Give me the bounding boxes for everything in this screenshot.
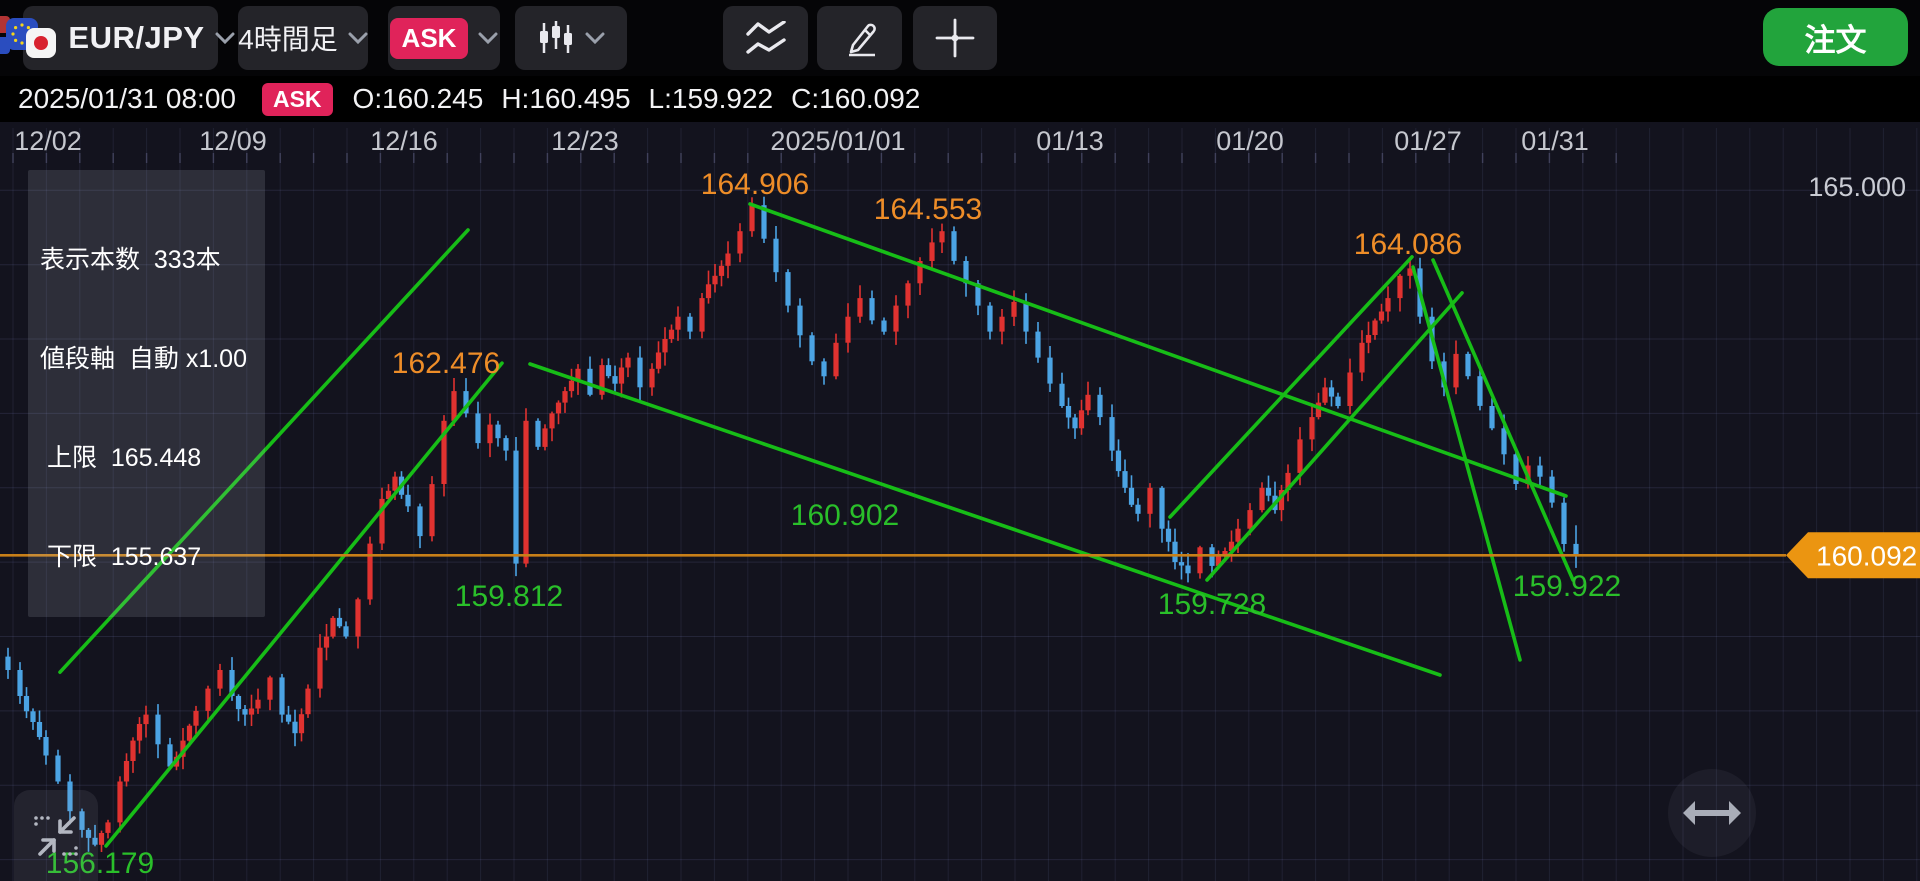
current-price-value: 160.092 [1816, 540, 1917, 571]
date-tick-label: 01/31 [1521, 126, 1589, 156]
trend-line [1168, 255, 1414, 519]
pivot-high-label: 164.086 [1354, 228, 1462, 261]
pencil-icon [848, 23, 876, 57]
pivot-labels: 164.906 164.553 164.086 162.476 160.902 159.8… [46, 168, 1621, 880]
draw-tool-button[interactable] [817, 6, 902, 70]
pivot-low-label: 159.922 [1513, 570, 1621, 603]
high-value: H:160.495 [501, 83, 631, 114]
collapse-arrows-icon [34, 815, 78, 856]
date-tick-label: 01/27 [1394, 126, 1462, 156]
grid [0, 128, 1920, 881]
date-tick-label: 12/16 [370, 126, 438, 156]
fit-chart-button[interactable] [14, 790, 98, 881]
low-value: L:159.922 [648, 83, 774, 114]
date-tick-label: 12/23 [551, 126, 619, 156]
trend-line [104, 361, 504, 848]
lower-bound-row: 下限 155.637 [40, 543, 202, 571]
candles [5, 196, 1579, 852]
price-axis-mode-row: 値段軸 自動 x1.00 [40, 345, 247, 373]
date-tick-label: 12/02 [14, 126, 82, 156]
trend-line [58, 228, 470, 675]
trend-line [1411, 265, 1522, 662]
top-toolbar: EUR/JPY 4時間足 ASK [0, 0, 1920, 76]
price-axis-label: 165.000 [1808, 172, 1906, 202]
visible-bars-row: 表示本数 333本 [40, 246, 221, 274]
pivot-low-label: 160.902 [791, 499, 899, 532]
timeframe-label: 4時間足 [238, 24, 338, 55]
chevron-down-icon [348, 32, 368, 44]
trend-line [1205, 291, 1464, 582]
timeframe-selector-button[interactable]: 4時間足 [238, 6, 368, 70]
open-value: O:160.245 [352, 83, 484, 114]
candle-datetime: 2025/01/31 08:00 [18, 83, 236, 114]
crosshair-plus-icon [935, 18, 975, 58]
symbol-selector-button[interactable]: EUR/JPY [6, 6, 235, 70]
ask-badge: ASK [389, 17, 469, 59]
zigzag-lines-icon [745, 21, 786, 54]
clipped-adjacent-symbol-icon [0, 16, 10, 56]
compare-lines-tool-button[interactable] [723, 6, 808, 70]
chevron-down-icon [585, 32, 605, 44]
date-tick-label: 2025/01/01 [770, 126, 905, 156]
pivot-low-label: 159.812 [455, 580, 563, 613]
pivot-low-label: 159.728 [1158, 588, 1266, 621]
chevron-down-icon [478, 32, 498, 44]
chevron-down-icon [215, 32, 235, 44]
japan-flag-icon [26, 28, 57, 58]
trend-line [1431, 258, 1575, 582]
candlestick-chart[interactable]: 12/02 12/09 12/16 12/23 2025/01/01 01/13 01/20… [0, 122, 1920, 881]
ohlc-readout-bar: 2025/01/31 08:00 ASK O:160.245 H:160.495… [0, 76, 1920, 122]
ask-badge: ASK [261, 82, 333, 116]
close-value: C:160.092 [791, 83, 921, 114]
chart-info-box: 表示本数 333本 値段軸 自動 x1.00 上限 165.448 下限 155… [28, 170, 265, 617]
date-tick-label: 12/09 [199, 126, 267, 156]
current-price-tag [1786, 532, 1920, 579]
horizontal-pan-button[interactable] [1668, 769, 1756, 857]
symbol-label: EUR/JPY [68, 20, 205, 55]
upper-bound-row: 上限 165.448 [40, 444, 202, 472]
crosshair-tool-button[interactable] [913, 6, 997, 70]
trend-line [528, 362, 1442, 677]
pivot-high-label: 164.906 [701, 168, 809, 201]
date-tick-label: 01/20 [1216, 126, 1284, 156]
price-side-selector-button[interactable]: ASK [388, 6, 500, 70]
order-button[interactable]: 注文 [1763, 8, 1908, 66]
candlestick-chart-icon [540, 21, 572, 53]
eurjpy-flags-icon [6, 18, 58, 58]
pivot-high-label: 164.553 [874, 193, 982, 226]
pivot-high-label: 162.476 [392, 347, 500, 380]
trend-line [748, 202, 1568, 498]
date-tick-label: 01/13 [1036, 126, 1104, 156]
trend-lines [58, 202, 1575, 848]
date-axis: 12/02 12/09 12/16 12/23 2025/01/01 01/13 01/20… [14, 126, 1589, 156]
chart-type-selector-button[interactable] [515, 6, 627, 70]
left-right-arrow-icon [1683, 801, 1741, 825]
